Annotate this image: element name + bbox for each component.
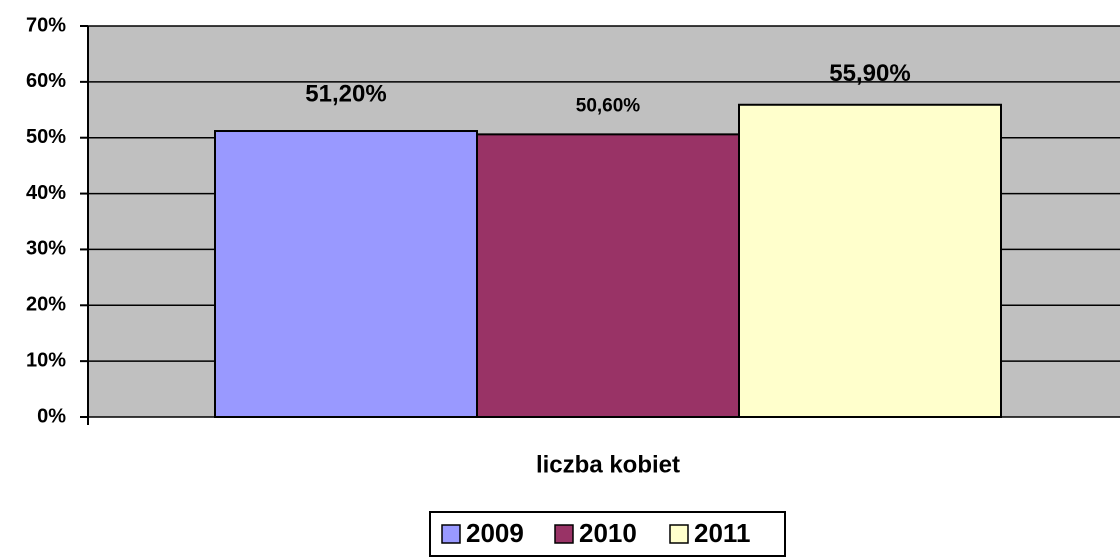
y-tick-label: 50% <box>26 126 66 148</box>
y-tick-label: 40% <box>26 182 66 204</box>
x-axis-title: liczba kobiet <box>536 451 680 478</box>
y-tick-label: 20% <box>26 294 66 316</box>
legend-label: 2011 <box>694 518 750 548</box>
y-tick-label: 0% <box>37 405 66 427</box>
bar <box>738 103 1002 418</box>
bar <box>476 133 740 418</box>
y-tick-label: 70% <box>26 14 66 36</box>
y-tick-label: 10% <box>26 349 66 371</box>
legend-swatch <box>669 524 689 544</box>
value-label: 50,60% <box>576 95 641 116</box>
y-tick-label: 30% <box>26 238 66 260</box>
y-tick-label: 60% <box>26 70 66 92</box>
legend-swatch <box>441 524 461 544</box>
bar <box>214 130 478 419</box>
value-label: 51,20% <box>305 80 386 107</box>
value-label: 55,90% <box>829 60 910 87</box>
legend-swatch <box>554 524 574 544</box>
legend-label: 2009 <box>466 518 524 548</box>
legend-label: 2010 <box>579 518 637 548</box>
legend-box <box>429 511 786 557</box>
